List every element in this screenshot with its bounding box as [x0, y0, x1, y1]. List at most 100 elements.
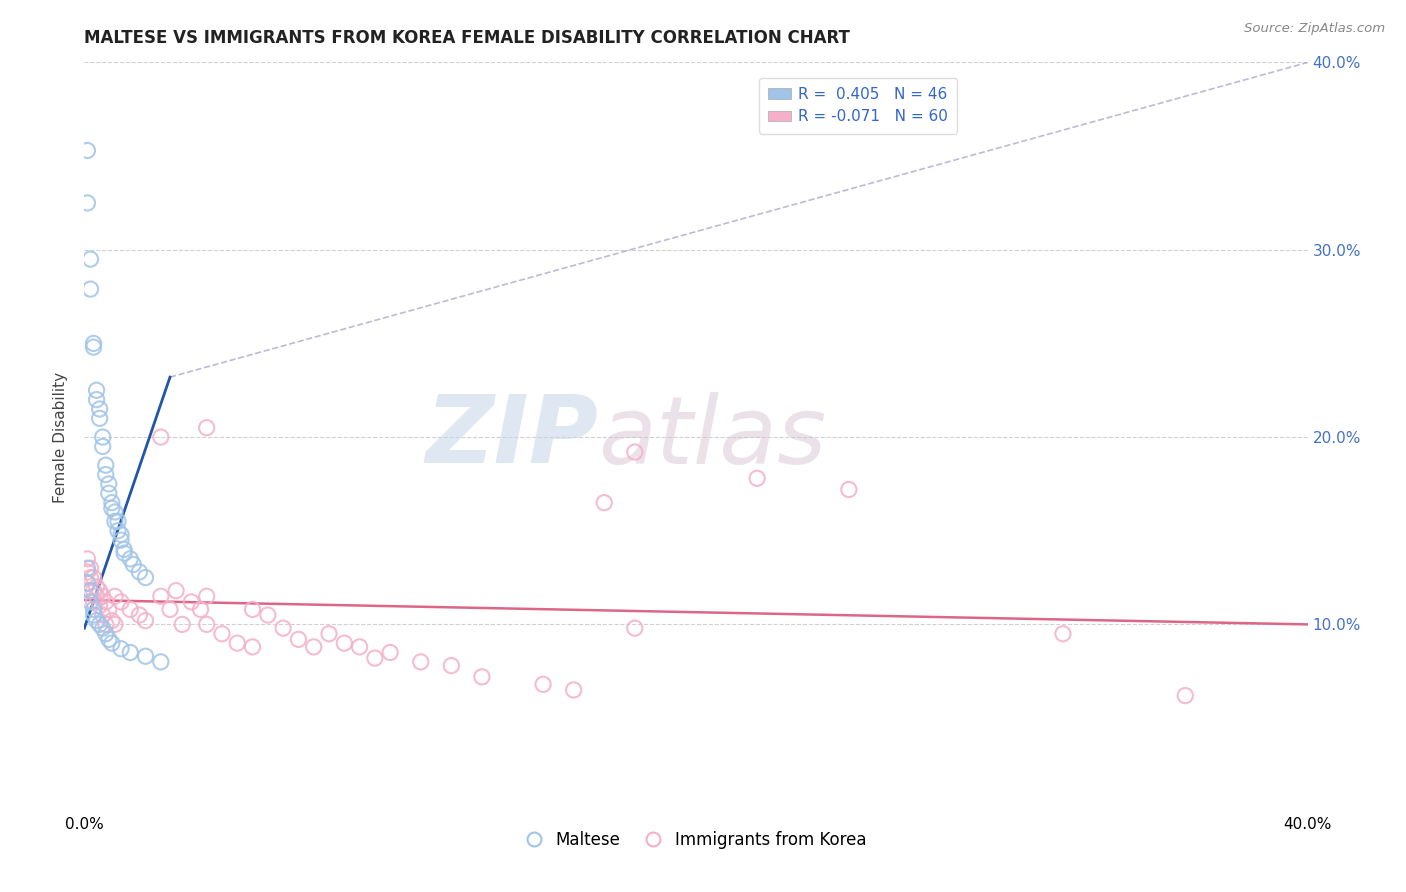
Point [101, 636, 124, 650]
Point [83, 336, 105, 351]
Point [83, 602, 105, 616]
Point [593, 496, 616, 510]
Point [120, 551, 142, 566]
Point [94, 617, 117, 632]
Y-axis label: Female Disability: Female Disability [53, 371, 69, 503]
Point [1052, 626, 1074, 640]
Point [349, 640, 371, 654]
Point [86, 580, 108, 594]
Point [128, 565, 150, 579]
Point [531, 677, 554, 691]
Point [190, 602, 212, 616]
Point [83, 340, 105, 354]
Point [110, 641, 132, 656]
Point [89, 599, 111, 613]
Text: Source: ZipAtlas.com: Source: ZipAtlas.com [1244, 22, 1385, 36]
Point [104, 514, 127, 528]
Point [107, 524, 129, 538]
Point [287, 632, 309, 647]
Point [91, 621, 114, 635]
Point [83, 608, 105, 623]
Point [271, 621, 294, 635]
Point [76, 576, 98, 591]
Point [79, 583, 101, 598]
Point [97, 476, 120, 491]
Point [364, 651, 387, 665]
Point [101, 501, 124, 516]
Point [104, 617, 127, 632]
Point [86, 392, 108, 407]
Point [79, 252, 101, 266]
Point [624, 445, 647, 459]
Point [226, 636, 249, 650]
Point [180, 595, 202, 609]
Point [195, 421, 218, 435]
Point [110, 527, 132, 541]
Point [242, 640, 264, 654]
Point [195, 617, 218, 632]
Point [159, 602, 181, 616]
Point [318, 626, 340, 640]
Point [333, 636, 356, 650]
Point [149, 590, 172, 604]
Point [135, 614, 157, 628]
Point [83, 571, 105, 585]
Point [242, 602, 264, 616]
Point [79, 595, 101, 609]
Point [79, 571, 101, 585]
Point [91, 440, 114, 453]
Point [135, 649, 157, 664]
Point [380, 646, 402, 660]
Point [440, 658, 463, 673]
Text: ZIP: ZIP [425, 391, 598, 483]
Point [149, 655, 172, 669]
Point [83, 583, 105, 598]
Text: atlas: atlas [598, 392, 827, 483]
Point [79, 561, 101, 575]
Point [97, 486, 120, 500]
Point [89, 401, 111, 416]
Point [1174, 689, 1197, 703]
Point [91, 430, 114, 444]
Point [172, 617, 194, 632]
Point [120, 646, 142, 660]
Point [257, 608, 280, 623]
Point [91, 608, 114, 623]
Point [104, 590, 127, 604]
Legend: Maltese, Immigrants from Korea: Maltese, Immigrants from Korea [519, 824, 873, 855]
Point [76, 144, 98, 158]
Point [79, 282, 101, 296]
Point [101, 614, 124, 628]
Point [94, 458, 117, 473]
Point [76, 576, 98, 591]
Point [83, 595, 105, 609]
Point [76, 565, 98, 579]
Point [89, 617, 111, 632]
Point [471, 670, 494, 684]
Point [747, 471, 769, 485]
Point [195, 590, 218, 604]
Point [122, 558, 145, 572]
Point [110, 595, 132, 609]
Point [110, 533, 132, 547]
Point [211, 626, 233, 640]
Point [624, 621, 647, 635]
Point [76, 551, 98, 566]
Point [76, 561, 98, 575]
Point [86, 384, 108, 398]
Point [97, 632, 120, 647]
Point [112, 542, 135, 557]
Point [89, 583, 111, 598]
Point [94, 595, 117, 609]
Point [409, 655, 432, 669]
Point [79, 583, 101, 598]
Point [97, 602, 120, 616]
Point [94, 467, 117, 482]
Point [165, 583, 187, 598]
Point [838, 483, 860, 497]
Point [89, 411, 111, 425]
Point [101, 496, 124, 510]
Point [128, 608, 150, 623]
Point [120, 602, 142, 616]
Point [94, 626, 117, 640]
